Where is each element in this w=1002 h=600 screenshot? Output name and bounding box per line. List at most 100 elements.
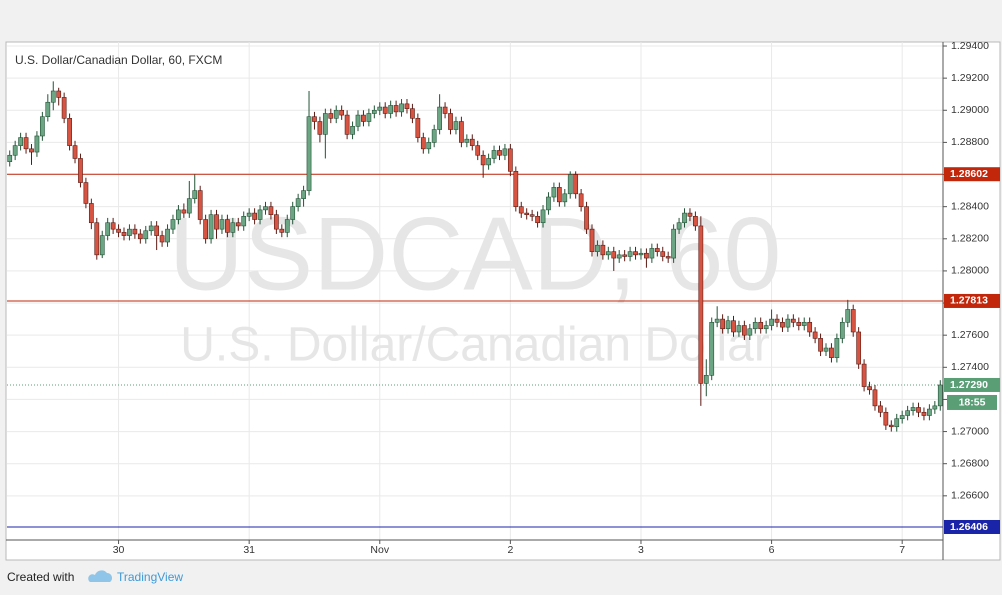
candle-body [720,318,725,330]
candle-body [910,407,916,411]
candle-body [693,216,698,227]
y-tick-label: 1.29400 [951,40,989,52]
candle-body [448,113,453,130]
candle-body [605,251,611,256]
candle-body [899,415,905,420]
candle-body [491,150,497,159]
candle-body [317,121,323,135]
candle-body [600,244,606,256]
candle-body [736,325,742,333]
candle-body [257,209,263,220]
candle-body [50,90,56,103]
candle-body [790,318,796,323]
candle-body [578,193,584,207]
last-price-label: 1.27290 [950,379,988,391]
candle-body [393,105,399,113]
candle-body [888,424,894,428]
candle-body [459,121,464,143]
x-tick-label: 31 [243,544,255,556]
candle-body [105,222,111,236]
candle-body [7,154,13,162]
candle-body [698,225,704,384]
candle-body [208,214,214,240]
candle-body [834,338,840,358]
y-tick-label: 1.26600 [951,490,989,502]
candle-body [159,235,165,243]
y-tick-label: 1.28200 [951,233,989,245]
candle-body [567,174,573,195]
candle-body [573,174,579,195]
candle-body [415,118,421,138]
candle-body [546,196,551,211]
candle-body [551,187,557,198]
countdown: 18:55 [959,396,986,408]
candle-body [127,228,132,236]
candle-body [905,410,910,416]
candle-body [763,325,769,330]
level-label: 1.28602 [950,168,988,180]
candle-body [464,138,470,143]
x-tick-label: 30 [113,544,125,556]
level-label: 1.26406 [950,521,988,533]
candle-body [829,347,834,358]
candle-body [132,228,138,235]
candle-body [181,209,187,214]
candle-body [622,254,628,257]
watermark-subtitle: U.S. Dollar/Canadian Dollar [180,319,770,372]
candle-body [796,322,802,326]
candle-body [589,228,595,252]
y-tick-label: 1.28400 [951,200,989,212]
candle-body [774,318,780,323]
candle-body [328,113,334,119]
tradingview-logo [88,570,113,582]
candle-body [371,109,377,114]
candle-body [480,154,486,166]
chart-title: U.S. Dollar/Canadian Dollar, 60, FXCM [15,53,222,67]
x-tick-label: 7 [899,544,905,556]
candle-body [839,322,845,339]
y-tick-label: 1.26800 [951,457,989,469]
candle-body [801,322,807,326]
candle-body [709,322,715,376]
candle-body [197,190,203,220]
candle-body [252,212,257,220]
candle-body [94,222,100,256]
candle-body [88,203,94,224]
x-tick-label: Nov [370,544,389,556]
candle-body [867,386,872,391]
candle-body [83,182,89,204]
candle-body [703,375,709,384]
candle-body [40,116,45,137]
candle-body [312,116,317,122]
last-price-box [944,377,1000,392]
candle-body [562,193,568,203]
candle-body [165,228,170,243]
candle-body [29,148,34,153]
y-tick-label: 1.28000 [951,265,989,277]
candle-body [894,418,900,428]
candle-body [170,219,176,230]
candle-body [143,230,149,240]
candle-body [927,408,932,416]
countdown-box [947,394,997,410]
candle-body [453,121,459,130]
candle-body [377,106,383,111]
candle-body [67,118,72,146]
candle-body [219,219,225,230]
candle-body [12,145,18,156]
footer-brand[interactable]: TradingView [117,570,183,584]
candle-body [611,251,617,259]
candle-body [649,248,655,259]
candle-body [731,320,736,333]
candle-body [883,411,889,426]
candle-body [785,318,791,328]
level-label-box [944,167,1000,182]
candle-body [241,216,247,227]
candle-body [263,206,268,211]
candle-body [268,206,274,215]
candle-body [845,309,851,323]
candle-body [116,228,121,233]
candle-body [932,405,938,410]
candle-body [192,190,198,199]
candle-body [758,322,764,330]
